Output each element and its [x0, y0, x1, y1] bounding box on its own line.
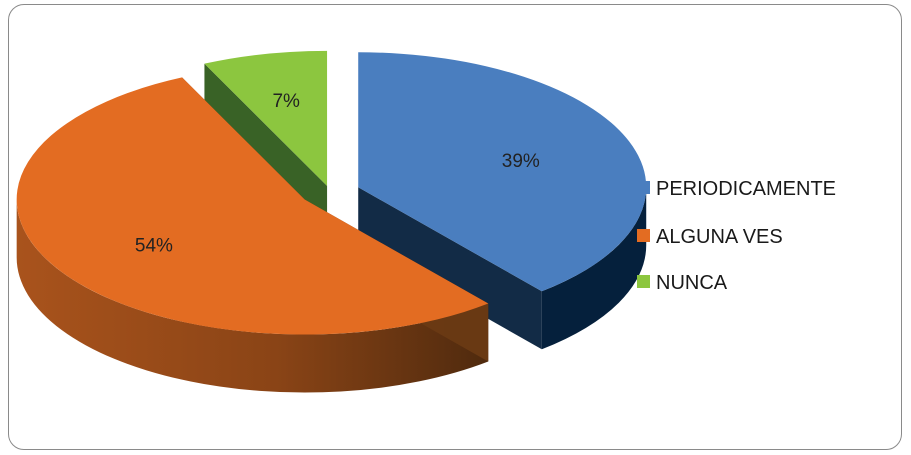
pie-slice-alguna-ves — [16, 77, 489, 335]
data-label-periodicamente: 39% — [502, 151, 540, 172]
legend-label-nunca: NUNCA — [656, 272, 728, 294]
legend-swatch-nunca — [637, 275, 650, 288]
pie-slice-wall-periodicamente-1 — [358, 187, 542, 350]
legend-item-alguna-ves: ALGUNA VES — [637, 226, 783, 248]
legend-label-alguna-ves: ALGUNA VES — [656, 226, 783, 248]
pie-slice-tops — [16, 50, 647, 335]
data-label-nunca: 7% — [272, 91, 300, 112]
pie-slice-side-periodicamente — [541, 187, 647, 350]
legend: PERIODICAMENTE ALGUNA VES NUNCA — [637, 178, 836, 294]
legend-item-periodicamente: PERIODICAMENTE — [637, 178, 836, 200]
legend-swatch-periodicamente — [637, 181, 650, 194]
data-label-alguna-ves: 54% — [135, 235, 173, 256]
legend-item-nunca: NUNCA — [637, 272, 728, 294]
pie-data-labels: 39% 54% 7% — [135, 91, 540, 256]
pie-slice-nunca — [204, 50, 328, 186]
pie-slice-side-alguna-ves — [16, 199, 489, 393]
legend-swatch-alguna-ves — [637, 229, 650, 242]
legend-label-periodicamente: PERIODICAMENTE — [656, 178, 836, 200]
pie-slice-periodicamente — [358, 52, 647, 292]
